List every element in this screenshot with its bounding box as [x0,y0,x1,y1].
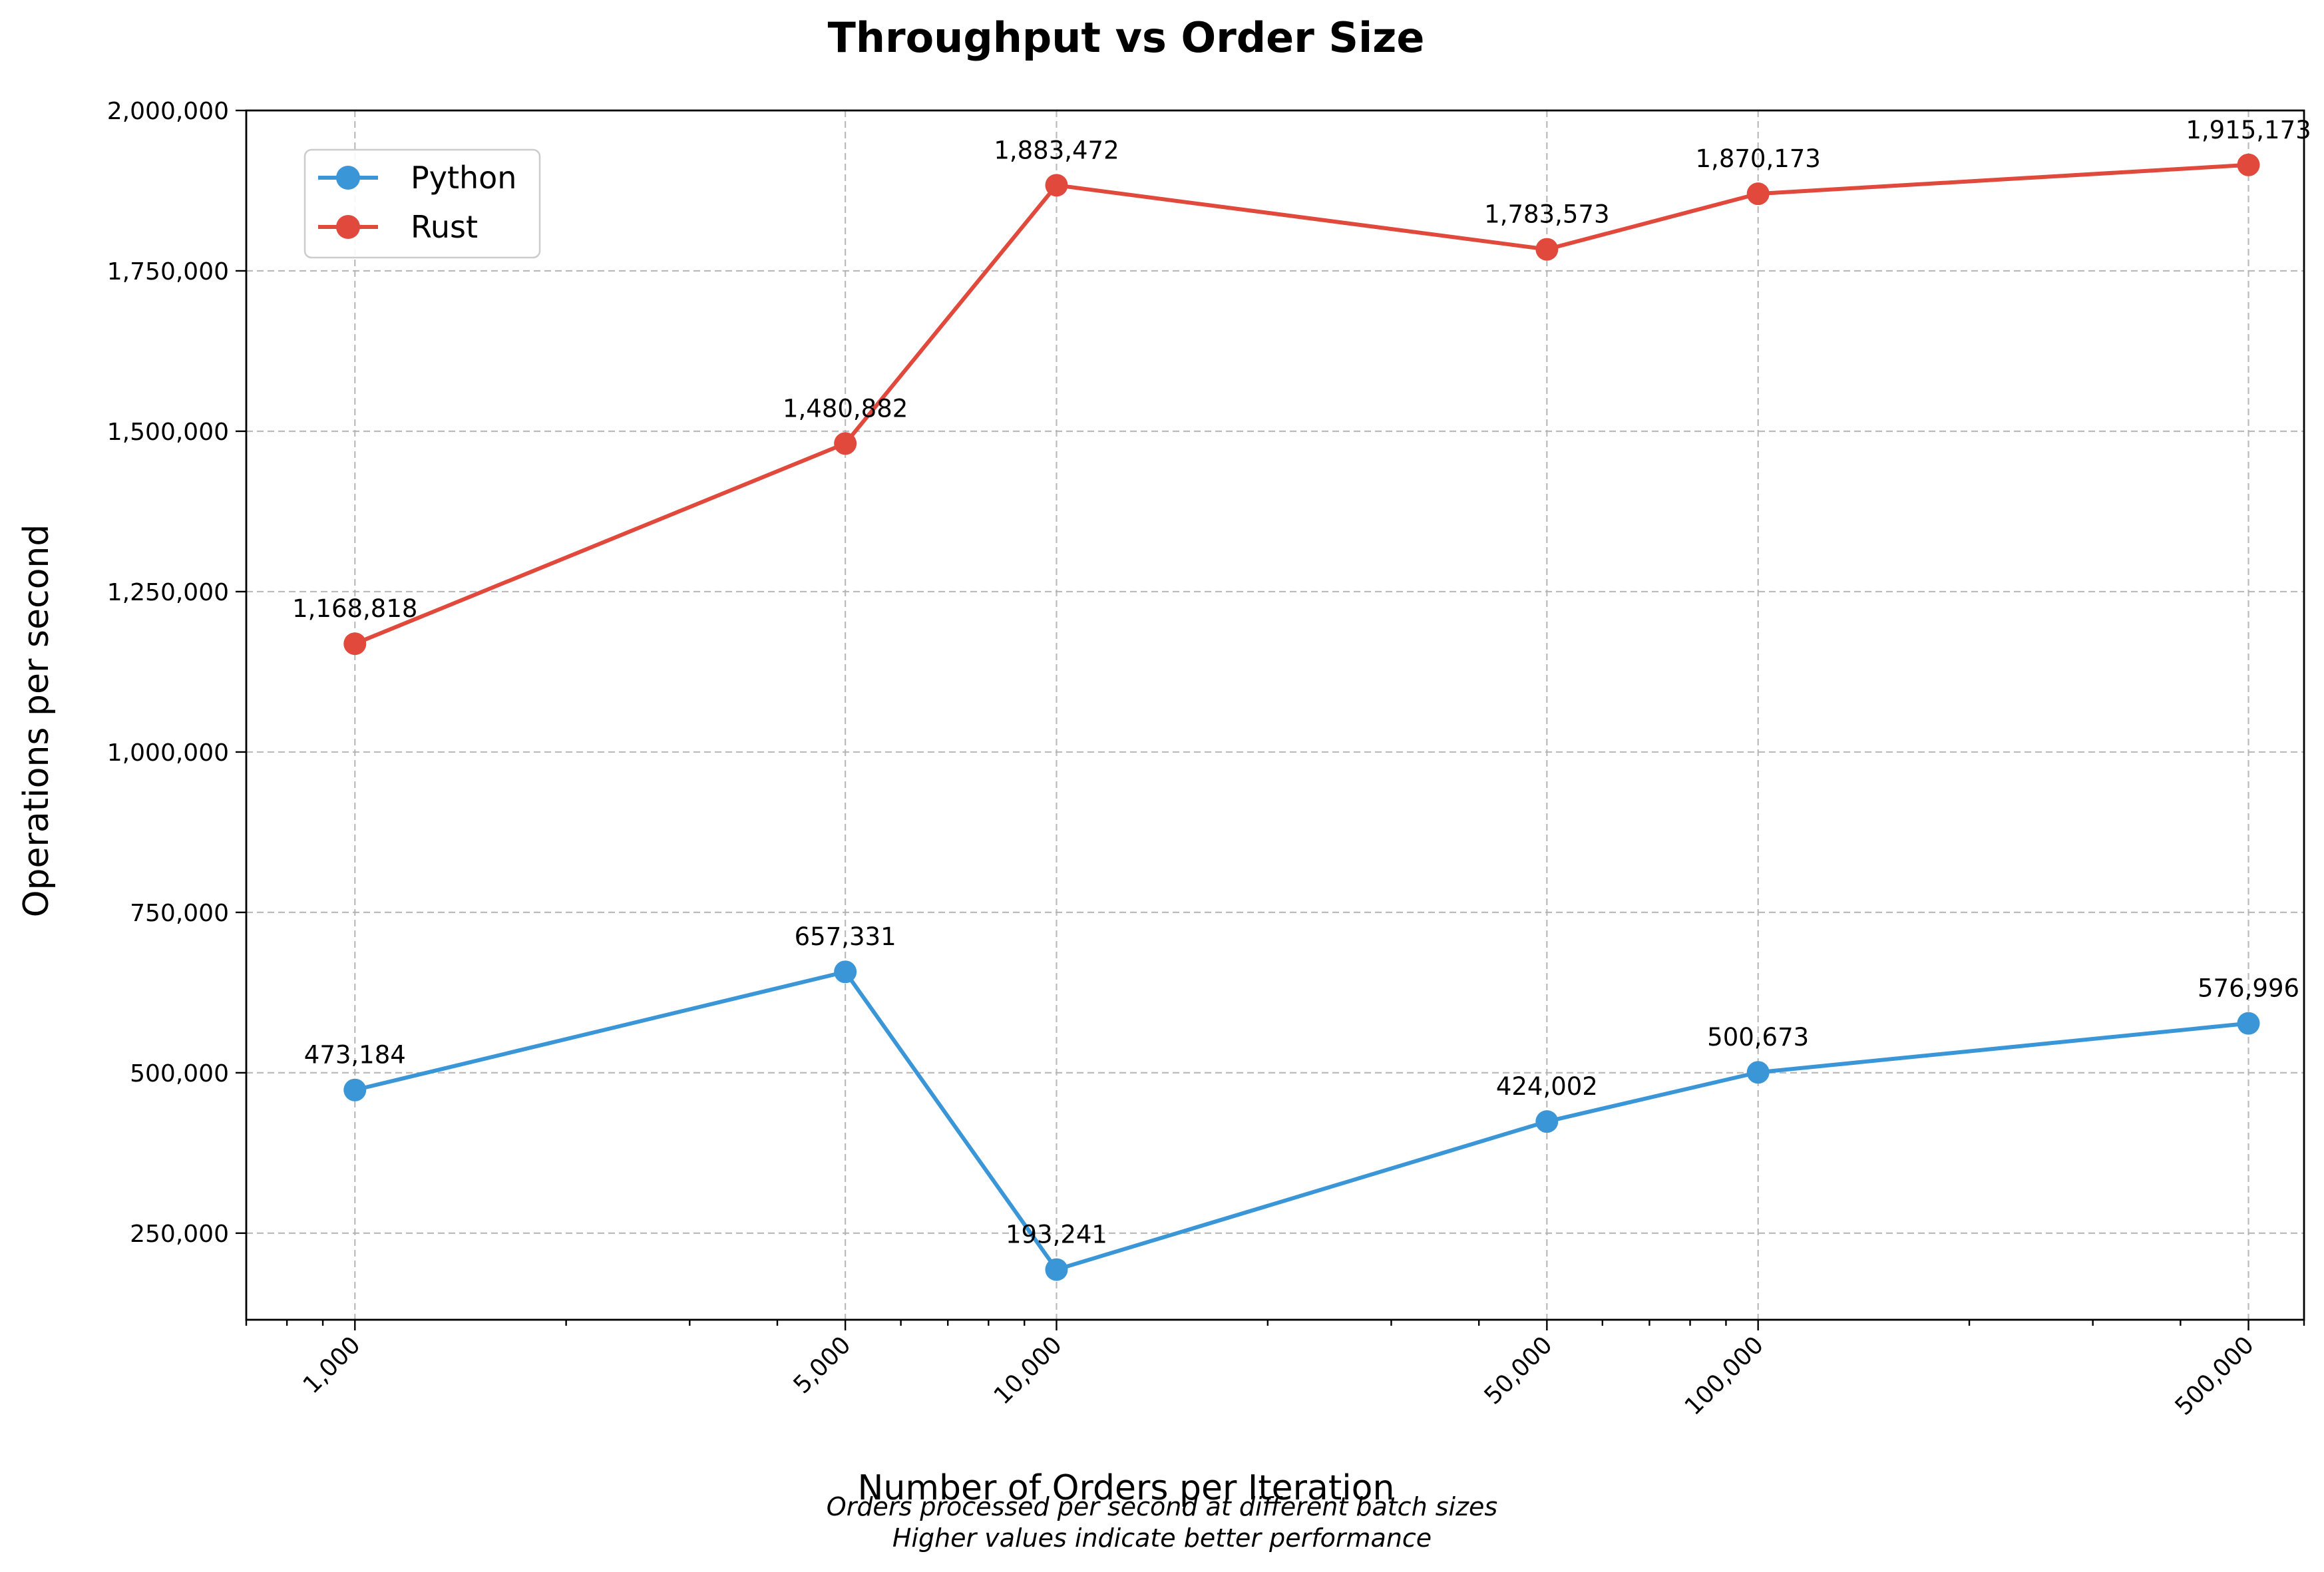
rust-data-point [1746,182,1770,206]
y-tick-label: 1,250,000 [107,579,229,606]
rust-data-label: 1,168,818 [292,594,417,623]
python-data-point [1535,1110,1559,1133]
y-tick-label: 500,000 [130,1060,229,1087]
rust-data-label: 1,783,573 [1484,200,1609,229]
rust-data-point [1535,238,1559,261]
python-data-point [343,1078,367,1101]
rust-data-label: 1,870,173 [1696,144,1821,173]
rust-data-point [343,632,367,656]
x-tick-label: 500,000 [2170,1331,2259,1420]
y-tick-label: 750,000 [130,900,229,927]
python-data-label: 424,002 [1496,1072,1598,1101]
chart-title: Throughput vs Order Size [828,13,1425,62]
python-series-line [353,970,2251,1272]
y-tick-label: 2,000,000 [107,98,229,125]
python-data-point [2237,1012,2260,1035]
x-tick-label: 1,000 [298,1331,366,1399]
y-tick-label: 1,750,000 [107,258,229,286]
y-axis-title: Operations per second [17,524,57,918]
python-data-point [834,960,857,984]
legend: Python Rust [303,148,541,259]
x-tick-label: 50,000 [1479,1331,1558,1410]
caption-line-1: Orders processed per second at different… [827,1492,1497,1521]
series-lines [343,153,2260,1281]
rust-series-line [353,162,2251,646]
python-data-point [1746,1061,1770,1084]
y-tick-label: 250,000 [130,1221,229,1248]
rust-data-point [2237,153,2260,176]
axis-ticks: 1,000 5,000 10,000 50,000 100,000 500,000 250,… [107,98,2305,1421]
x-tick-label: 5,000 [789,1331,857,1399]
python-data-point [1045,1258,1068,1281]
plot-frame [245,109,2305,1321]
python-data-label: 657,331 [795,922,896,951]
python-data-label: 473,184 [304,1041,406,1070]
data-labels: 473,184 657,331 193,241 424,002 500,673 576,9… [292,116,2311,1249]
x-tick-label: 100,000 [1680,1331,1769,1420]
legend-python-marker [336,166,360,190]
x-axis-title: Number of Orders per Iteration [858,1468,1395,1508]
rust-data-label: 1,480,882 [783,394,908,423]
y-tick-label: 1,000,000 [107,739,229,767]
python-data-label: 500,673 [1707,1023,1809,1052]
rust-data-label: 1,883,472 [994,136,1119,164]
legend-rust-marker [336,215,360,239]
python-data-label: 576,996 [2198,974,2299,1003]
x-tick-label: 10,000 [989,1331,1067,1410]
y-tick-label: 1,500,000 [107,419,229,446]
legend-python-label: Python [411,160,516,196]
python-data-label: 193,241 [1006,1221,1107,1249]
caption-line-2: Higher values indicate better performanc… [892,1523,1432,1553]
legend-rust-label: Rust [411,209,478,245]
rust-data-point [1045,174,1068,197]
rust-data-label: 1,915,173 [2186,116,2311,144]
grid [246,109,2304,1320]
rust-data-point [834,432,857,455]
